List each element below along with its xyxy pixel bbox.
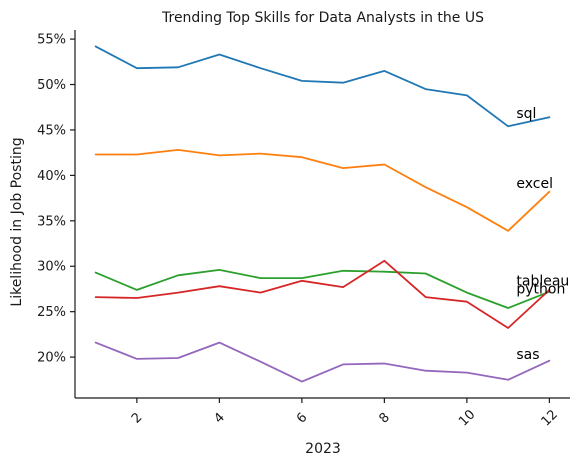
- series-line-sas: [94, 341, 551, 383]
- x-tick-label: 6: [294, 410, 310, 426]
- series-label-excel: excel: [516, 176, 553, 192]
- x-tick-label: 4: [211, 410, 227, 426]
- series-line-python: [94, 259, 551, 329]
- y-ticks: 20% 25% 30% 35% 40% 45% 50% 55%: [37, 33, 75, 366]
- y-tick-label: 20%: [37, 351, 66, 366]
- y-tick-label: 35%: [37, 214, 66, 229]
- axes: [74, 30, 570, 399]
- y-tick-label: 45%: [37, 123, 66, 138]
- series-line-tableau: [94, 268, 551, 309]
- series-line-sql: [94, 45, 551, 128]
- y-tick-label: 50%: [37, 78, 66, 93]
- y-tick-label: 25%: [37, 305, 66, 320]
- series-label-sql: sql: [516, 106, 536, 122]
- y-tick-label: 30%: [37, 260, 66, 275]
- y-tick-label: 55%: [37, 33, 66, 48]
- series-line-excel: [94, 148, 551, 232]
- series-label-tableau: tableau: [516, 273, 569, 289]
- x-tick-label: 12: [539, 407, 561, 429]
- x-tick-label: 8: [376, 410, 392, 426]
- x-axis-label: 2023: [305, 441, 341, 457]
- x-ticks: 2 4 6 8 10 12: [129, 398, 561, 430]
- x-tick-label: 2: [129, 410, 145, 426]
- series-label-python: python: [516, 282, 565, 298]
- series-label-sas: sas: [516, 347, 539, 363]
- x-tick-label: 10: [456, 407, 478, 429]
- chart-title: Trending Top Skills for Data Analysts in…: [161, 10, 484, 26]
- series-group: [94, 45, 551, 383]
- y-axis-label: Likelihood in Job Posting: [9, 137, 25, 306]
- y-tick-label: 40%: [37, 169, 66, 184]
